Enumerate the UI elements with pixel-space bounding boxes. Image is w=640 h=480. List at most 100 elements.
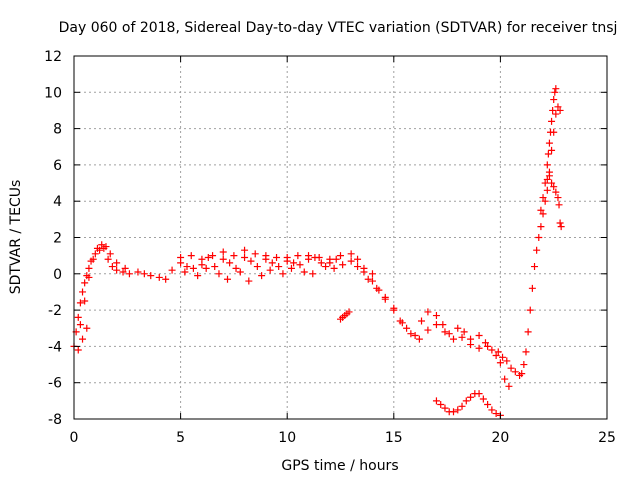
data-point bbox=[441, 328, 449, 336]
data-point bbox=[541, 179, 549, 187]
data-point bbox=[266, 266, 274, 274]
data-point bbox=[368, 270, 376, 278]
data-point bbox=[492, 410, 500, 418]
data-point bbox=[507, 364, 515, 372]
data-point bbox=[547, 128, 555, 136]
y-tick-label: 10 bbox=[44, 85, 62, 101]
data-point bbox=[140, 270, 148, 278]
data-point bbox=[236, 268, 244, 276]
data-point bbox=[209, 252, 217, 260]
axis-ticks bbox=[73, 55, 608, 420]
data-point bbox=[85, 264, 93, 272]
y-tick-label: 0 bbox=[53, 267, 62, 283]
data-point bbox=[424, 308, 432, 316]
data-point bbox=[81, 297, 89, 305]
data-point bbox=[296, 261, 304, 269]
data-point bbox=[247, 257, 255, 265]
y-tick-label: -2 bbox=[48, 303, 62, 319]
data-point bbox=[224, 275, 232, 283]
x-axis-title: GPS time / hours bbox=[281, 458, 398, 474]
data-point bbox=[554, 194, 562, 202]
data-point bbox=[554, 103, 562, 111]
data-point bbox=[552, 110, 560, 118]
x-tick-label: 25 bbox=[598, 430, 616, 446]
data-point bbox=[85, 273, 93, 281]
data-point bbox=[537, 223, 545, 231]
data-point bbox=[89, 255, 97, 263]
data-point bbox=[548, 117, 556, 125]
x-tick-label: 15 bbox=[385, 430, 403, 446]
data-point bbox=[539, 194, 547, 202]
y-tick-label: 6 bbox=[53, 158, 62, 174]
data-point bbox=[548, 146, 556, 154]
data-point bbox=[479, 395, 487, 403]
data-point bbox=[93, 244, 101, 252]
data-point bbox=[309, 270, 317, 278]
x-tick-label: 10 bbox=[278, 430, 296, 446]
data-point bbox=[475, 390, 483, 398]
data-point bbox=[108, 263, 116, 271]
data-point bbox=[499, 353, 507, 361]
data-point bbox=[432, 321, 440, 329]
data-point bbox=[91, 250, 99, 258]
data-point bbox=[187, 252, 195, 260]
data-point bbox=[219, 248, 227, 256]
data-point bbox=[557, 223, 565, 231]
data-point bbox=[533, 246, 541, 254]
data-point bbox=[275, 263, 283, 271]
grid bbox=[74, 56, 607, 419]
data-point bbox=[462, 397, 470, 405]
series-upper-branch bbox=[76, 241, 376, 329]
data-point bbox=[551, 88, 559, 96]
data-point bbox=[505, 382, 513, 390]
data-point bbox=[268, 259, 276, 267]
data-point bbox=[226, 259, 234, 267]
data-point bbox=[134, 268, 142, 276]
data-point bbox=[364, 275, 372, 283]
data-point bbox=[198, 255, 206, 263]
data-point bbox=[125, 270, 133, 278]
data-point bbox=[215, 270, 223, 278]
data-point bbox=[354, 263, 362, 271]
data-point bbox=[253, 263, 261, 271]
data-point bbox=[113, 266, 121, 274]
data-point bbox=[449, 335, 457, 343]
data-point bbox=[526, 306, 534, 314]
data-point bbox=[467, 393, 475, 401]
data-point bbox=[204, 253, 212, 261]
data-point bbox=[337, 252, 344, 260]
data-point bbox=[294, 252, 302, 260]
data-point bbox=[194, 272, 202, 280]
data-point bbox=[407, 330, 415, 338]
data-point bbox=[76, 321, 84, 329]
data-point bbox=[552, 85, 560, 93]
data-point bbox=[354, 255, 362, 263]
data-point bbox=[168, 266, 176, 274]
data-point bbox=[541, 197, 549, 205]
data-point bbox=[104, 255, 112, 263]
y-tick-label: -6 bbox=[48, 376, 62, 392]
data-point bbox=[432, 312, 440, 320]
data-point bbox=[535, 234, 543, 241]
data-point bbox=[537, 206, 545, 214]
data-point bbox=[445, 330, 453, 338]
x-tick-label: 20 bbox=[491, 430, 509, 446]
y-tick-label: -4 bbox=[48, 339, 62, 355]
series-isolated-12h bbox=[337, 308, 353, 323]
data-point bbox=[102, 243, 110, 251]
data-point bbox=[492, 351, 500, 359]
x-tick-label: 5 bbox=[176, 430, 185, 446]
data-point bbox=[345, 308, 353, 316]
data-point bbox=[181, 268, 189, 276]
data-point bbox=[488, 406, 496, 414]
data-point bbox=[415, 335, 423, 343]
data-point bbox=[219, 255, 227, 263]
data-point bbox=[81, 279, 89, 287]
data-point bbox=[273, 253, 281, 261]
data-point bbox=[484, 400, 492, 408]
data-point bbox=[543, 175, 551, 183]
data-point bbox=[113, 259, 121, 267]
chart-title: Day 060 of 2018, Sidereal Day-to-day VTE… bbox=[59, 20, 618, 36]
data-point bbox=[411, 332, 419, 340]
